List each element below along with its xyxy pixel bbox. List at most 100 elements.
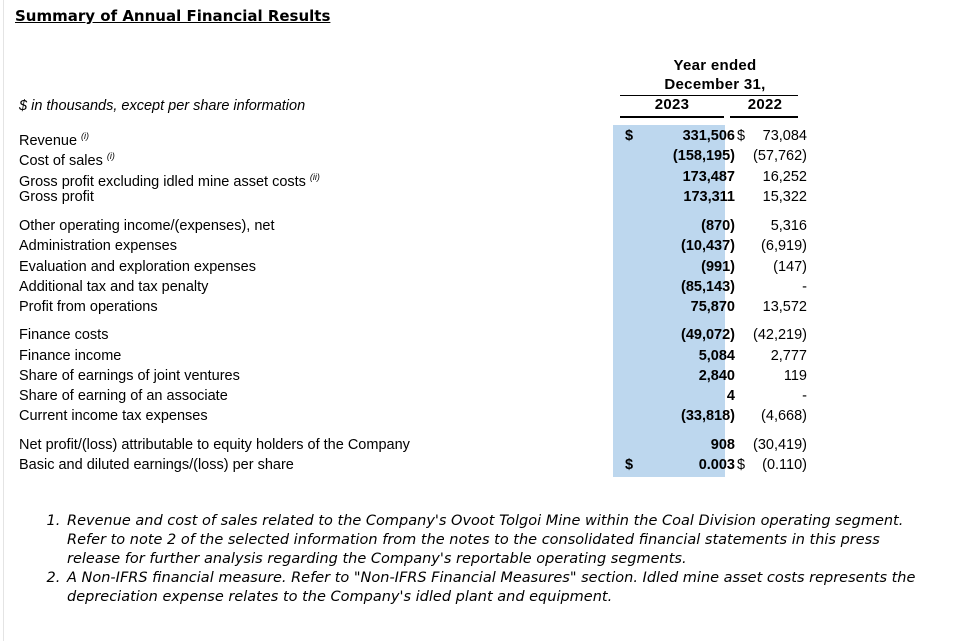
header-rule bbox=[620, 95, 798, 96]
table-row: Gross profit 173,311 15,322 bbox=[19, 187, 919, 207]
current-year-highlight bbox=[613, 125, 725, 477]
header-year-ended: Year ended bbox=[673, 57, 757, 74]
table-row: Current income tax expenses (33,818) (4,66… bbox=[19, 406, 919, 426]
row-label-text: Evaluation and exploration expenses bbox=[19, 259, 256, 275]
row-label: Basic and diluted earnings/(loss) per sh… bbox=[19, 455, 294, 475]
value-2023: 173,311 bbox=[683, 189, 735, 205]
value-2023: (870) bbox=[701, 218, 735, 234]
table-row: Gross profit excluding idled mine asset … bbox=[19, 167, 919, 190]
row-label-text: Cost of sales bbox=[19, 153, 103, 169]
value-2023: 2,840 bbox=[698, 368, 735, 384]
footnote-ref: (i) bbox=[81, 131, 90, 141]
table-row: Other operating income/(expenses), net (8… bbox=[19, 216, 919, 236]
header-year-2022: 2022 bbox=[747, 96, 783, 113]
row-label-text: Administration expenses bbox=[19, 238, 177, 254]
value-2022: (4,668) bbox=[761, 408, 807, 424]
page-title: Summary of Annual Financial Results bbox=[15, 7, 331, 25]
value-2023: (158,195) bbox=[672, 148, 735, 164]
row-label: Administration expenses bbox=[19, 236, 177, 256]
row-label: Evaluation and exploration expenses bbox=[19, 257, 256, 277]
row-label: Net profit/(loss) attributable to equity… bbox=[19, 435, 410, 455]
value-2022: 73,084 bbox=[762, 128, 807, 144]
currency-2022: $ bbox=[737, 457, 746, 473]
table-row: Share of earnings of joint ventures 2,840… bbox=[19, 366, 919, 386]
row-label-text: Finance costs bbox=[19, 327, 109, 343]
table-row: Share of earning of an associate 4 - bbox=[19, 386, 919, 406]
value-2023: 0.003 bbox=[698, 457, 735, 473]
units-label: $ in thousands, except per share informa… bbox=[19, 98, 306, 114]
value-2022: (6,919) bbox=[761, 238, 807, 254]
value-2023: 173,487 bbox=[682, 169, 735, 185]
value-2022: - bbox=[802, 388, 807, 404]
value-2023: (10,437) bbox=[680, 238, 735, 254]
row-label: Finance costs bbox=[19, 325, 108, 345]
value-2022: (147) bbox=[773, 259, 807, 275]
value-2023: (49,072) bbox=[680, 327, 735, 343]
value-2023: (85,143) bbox=[680, 279, 735, 295]
row-label-text: Net profit/(loss) attributable to equity… bbox=[19, 437, 410, 453]
row-label-text: Profit from operations bbox=[19, 299, 158, 315]
row-label: Finance income bbox=[19, 346, 121, 366]
currency-2022: $ bbox=[737, 128, 746, 144]
value-2023: 908 bbox=[710, 437, 735, 453]
row-label-text: Other operating income/(expenses), net bbox=[19, 218, 275, 234]
value-2023: (33,818) bbox=[680, 408, 735, 424]
value-2023: 331,506 bbox=[682, 128, 735, 144]
footnote-ref: (i) bbox=[106, 151, 115, 161]
value-2022: 13,572 bbox=[762, 299, 807, 315]
row-label: Profit from operations bbox=[19, 297, 158, 317]
value-2023: 4 bbox=[726, 388, 735, 404]
row-label: Gross profit excluding idled mine asset … bbox=[19, 167, 320, 192]
value-2022: 16,252 bbox=[762, 169, 807, 185]
value-2022: 15,322 bbox=[762, 189, 807, 205]
footnote-ref: (ii) bbox=[309, 172, 320, 182]
table-row: Finance costs (49,072) (42,219) bbox=[19, 325, 919, 345]
value-2022: 5,316 bbox=[770, 218, 807, 234]
value-2022: 119 bbox=[783, 368, 807, 384]
row-label: Additional tax and tax penalty bbox=[19, 277, 208, 297]
row-label: Share of earnings of joint ventures bbox=[19, 366, 240, 386]
row-label-text: Revenue bbox=[19, 133, 78, 149]
row-label: Gross profit bbox=[19, 187, 94, 207]
table-row: Basic and diluted earnings/(loss) per sh… bbox=[19, 455, 919, 475]
row-label: Other operating income/(expenses), net bbox=[19, 216, 275, 236]
table-row: Finance income 5,084 2,777 bbox=[19, 346, 919, 366]
row-label-text: Gross profit excluding idled mine asset … bbox=[19, 174, 306, 190]
row-label: Share of earning of an associate bbox=[19, 386, 228, 406]
row-label-text: Additional tax and tax penalty bbox=[19, 279, 209, 295]
value-2022: 2,777 bbox=[770, 348, 807, 364]
value-2023: 75,870 bbox=[690, 299, 735, 315]
page-border bbox=[3, 0, 4, 641]
row-label-text: Current income tax expenses bbox=[19, 408, 208, 424]
table-row: Net profit/(loss) attributable to equity… bbox=[19, 435, 919, 455]
value-2022: (42,219) bbox=[752, 327, 807, 343]
value-2023: 5,084 bbox=[698, 348, 735, 364]
year-2022-rule bbox=[730, 116, 798, 118]
row-label-text: Share of earnings of joint ventures bbox=[19, 368, 240, 384]
currency-2023: $ bbox=[625, 128, 634, 144]
footnotes: Revenue and cost of sales related to the… bbox=[45, 512, 935, 607]
table-row: Administration expenses (10,437) (6,919) bbox=[19, 236, 919, 256]
value-2022: (57,762) bbox=[752, 148, 807, 164]
row-label-text: Basic and diluted earnings/(loss) per sh… bbox=[19, 457, 294, 473]
row-label: Cost of sales (i) bbox=[19, 146, 115, 171]
row-label-text: Share of earning of an associate bbox=[19, 388, 228, 404]
footnote-2: A Non-IFRS financial measure. Refer to "… bbox=[65, 569, 935, 607]
header-date: December 31, bbox=[664, 76, 766, 93]
currency-2023: $ bbox=[625, 457, 634, 473]
table-row: Profit from operations 75,870 13,572 bbox=[19, 297, 919, 317]
value-2022: (0.110) bbox=[762, 457, 807, 473]
row-label-text: Gross profit bbox=[19, 189, 94, 205]
value-2022: (30,419) bbox=[752, 437, 807, 453]
value-2023: (991) bbox=[701, 259, 735, 275]
row-label: Revenue (i) bbox=[19, 126, 89, 151]
row-label-text: Finance income bbox=[19, 348, 122, 364]
footnote-1: Revenue and cost of sales related to the… bbox=[65, 512, 935, 569]
year-2023-rule bbox=[620, 116, 724, 118]
table-row: Evaluation and exploration expenses (991)… bbox=[19, 257, 919, 277]
value-2022: - bbox=[802, 279, 807, 295]
table-row: Additional tax and tax penalty (85,143) - bbox=[19, 277, 919, 297]
row-label: Current income tax expenses bbox=[19, 406, 208, 426]
table-row: Revenue (i) $331,506 $73,084 bbox=[19, 126, 919, 149]
table-row: Cost of sales (i) (158,195) (57,762) bbox=[19, 146, 919, 169]
